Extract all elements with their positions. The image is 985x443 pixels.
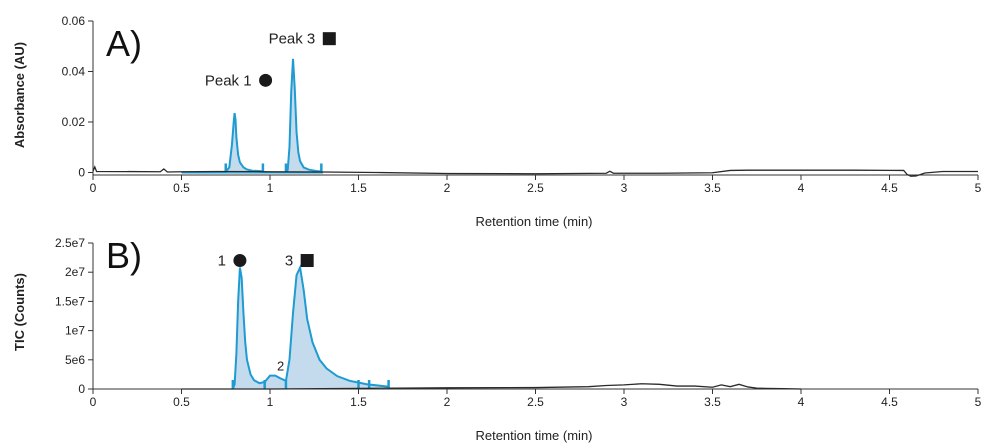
panel-b-trace: [181, 383, 802, 390]
panel-b-x-tick-label: 1: [267, 395, 274, 409]
panel-b-annotation-label: 3: [285, 253, 293, 270]
panel-b-y-tick-label: 2.5e7: [55, 236, 85, 250]
panel-b-x-tick-label: 0: [90, 395, 97, 409]
panel-b-x-tick-label: 5: [975, 395, 982, 409]
panel-b-circle-marker: [233, 254, 247, 268]
panel-a-x-tick-label: 3.5: [704, 181, 721, 195]
panel-a-ylabel: Absorbance (AU): [12, 42, 27, 148]
panel-b-y-tick-label: 1e7: [65, 324, 85, 338]
panel-b-annotation-label: 1: [218, 253, 226, 270]
panel-a-peak-fill-2: [285, 58, 322, 173]
panel-a-annotations: Peak 1 Peak 3: [205, 31, 336, 89]
panel-a-y-tick-label: 0: [78, 165, 85, 179]
panel-a-baseline-trace: [92, 165, 978, 177]
panel-a-x-tick-label: 1.5: [350, 181, 367, 195]
panel-b-x-tick-label: 1.5: [350, 395, 367, 409]
panel-a-x-tick-label: 4: [798, 181, 805, 195]
panel-b-x-tick-label: 2.5: [527, 395, 544, 409]
panel-b-y-tick-label: 1.5e7: [55, 294, 85, 308]
panel-b-x-tick-label: 2: [444, 395, 451, 409]
panel-b-peak-line-2: [284, 264, 389, 388]
panel-b-peak-fill-2: [285, 267, 389, 389]
panel-a-x-tick-label: 1: [267, 181, 274, 195]
panel-a-xlabel: Retention time (min): [475, 214, 592, 229]
panel-a-peak-line-1: [224, 113, 263, 173]
panel-a-y-tick-label: 0.04: [62, 64, 86, 78]
panel-a-x-tick-label: 2: [444, 181, 451, 195]
panel-a-annotation-label: Peak 3: [269, 31, 316, 48]
panel-a: A) Absorbance (AU) Retention time (min) …: [12, 14, 982, 229]
panel-a-axes: 0 0.5 1 1.5 2 2.5 3 3.5 4 4.5 5 0 0.02 0.04 0.06: [62, 14, 982, 195]
panel-b-axes: 0 0.5 1 1.5 2 2.5 3 3.5 4 4.5 5 0 5e6 1e7 1.5e7 2e7 2.5e…: [55, 236, 982, 409]
panel-a-x-tick-label: 2.5: [527, 181, 544, 195]
panel-a-circle-marker: [259, 73, 273, 87]
panel-b-peak-line-1: [231, 267, 287, 390]
panel-a-square-marker: [322, 32, 336, 46]
panel-a-x-tick-label: 0.5: [173, 181, 190, 195]
panel-a-trace: [92, 165, 978, 177]
panel-a-peaks: [181, 58, 324, 174]
panel-b-baseline-trace: [181, 383, 802, 390]
panel-b-x-tick-label: 0.5: [173, 395, 190, 409]
panel-b-ylabel: TIC (Counts): [12, 273, 27, 351]
panel-a-x-tick-label: 5: [975, 181, 982, 195]
panel-b-label: B): [106, 235, 142, 276]
panel-a-x-tick-label: 3: [621, 181, 628, 195]
panel-a-x-tick-label: 0: [90, 181, 97, 195]
panel-b-x-tick-label: 3.5: [704, 395, 721, 409]
panel-b-y-tick-label: 5e6: [65, 353, 85, 367]
panel-b-square-marker: [300, 254, 314, 268]
panel-b-xlabel: Retention time (min): [475, 428, 592, 443]
panel-a-annotation-label: Peak 1: [205, 72, 252, 89]
panel-a-label: A): [106, 23, 142, 64]
panel-b-x-tick-label: 4.5: [881, 395, 898, 409]
panel-b: B) TIC (Counts) Retention time (min) 0 0.…: [12, 235, 982, 443]
panel-a-x-tick-label: 4.5: [881, 181, 898, 195]
panel-a-peak-line-2: [285, 58, 322, 173]
panel-b-x-tick-label: 4: [798, 395, 805, 409]
panel-b-annotations: 1 3 2: [218, 253, 314, 373]
panel-b-annotation-label: 2: [277, 358, 284, 373]
panel-a-y-tick-label: 0.06: [62, 14, 86, 28]
panel-b-y-tick-label: 0: [78, 382, 85, 396]
panel-b-x-tick-label: 3: [621, 395, 628, 409]
panel-b-peaks: [231, 264, 390, 390]
panel-b-y-tick-label: 2e7: [65, 265, 85, 279]
panel-a-y-tick-label: 0.02: [62, 115, 86, 129]
